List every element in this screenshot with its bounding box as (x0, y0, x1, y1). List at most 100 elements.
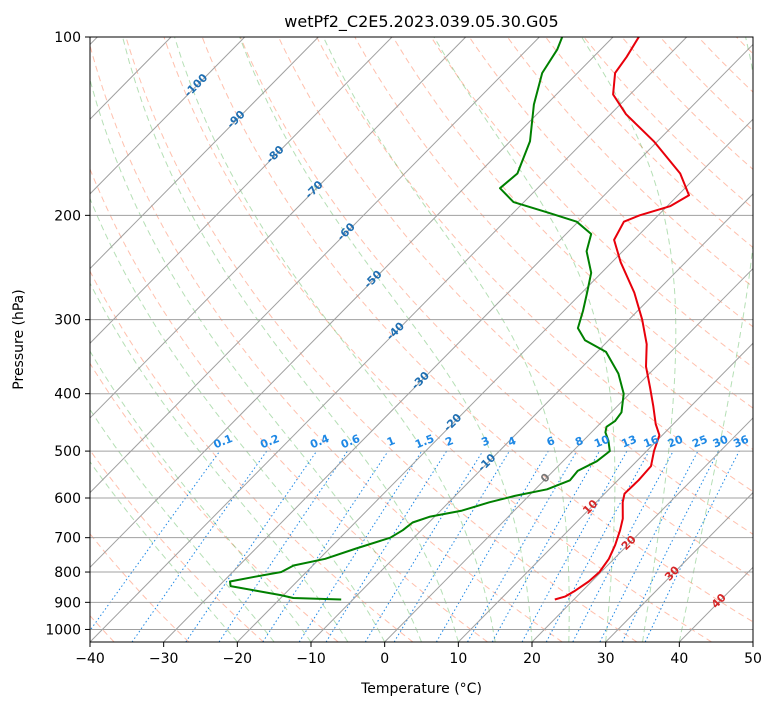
dry-adiabat-line (316, 37, 753, 493)
x-tick-label: −10 (296, 651, 326, 667)
y-tick-label: 500 (54, 444, 81, 460)
dry-adiabat-line (90, 533, 190, 642)
isotherm-line (90, 37, 540, 494)
mixing-ratio-label: 2 (443, 434, 455, 449)
dry-adiabat-line (163, 37, 712, 642)
dry-adiabat-line (90, 270, 414, 642)
isotherm-label: -10 (475, 451, 498, 474)
axis-layer: −40 −30 −20 −10 0 10 20 30 40 5010020030040050060… (45, 30, 762, 667)
isotherm-label: 0 (538, 471, 553, 486)
isotherm-label: -80 (263, 143, 286, 166)
mixing-ratio-line (262, 450, 389, 642)
mixing-ratio-label: 0.4 (308, 432, 331, 451)
line-label-layer: 0.1 0.2 0.4 0.6 1 1.5 2 3 4 6 8 10 13 16 20 25 30 36-100-… (182, 71, 751, 611)
mixing-ratio-label: 30 (711, 433, 730, 451)
isotherm-label: -100 (182, 71, 211, 100)
isotherm-label: -90 (224, 108, 247, 131)
mixing-ratio-label: 8 (573, 434, 585, 449)
mixing-ratio-label: 0.2 (258, 432, 281, 451)
isotherm-line (457, 342, 753, 642)
mixing-ratio-line (90, 450, 221, 632)
y-tick-label: 1000 (45, 622, 81, 638)
mixing-ratio-label: 13 (620, 433, 639, 451)
dry-adiabat-line (201, 37, 753, 623)
dry-adiabat-line (736, 37, 753, 55)
moist-adiabat-line (122, 37, 459, 642)
mixing-ratio-line (621, 450, 719, 642)
moist-adiabat-line (322, 37, 570, 642)
moist-adiabat-line (90, 197, 386, 642)
x-tick-label: −40 (75, 651, 105, 667)
temperature-profile-line (554, 37, 690, 601)
dry-adiabat-line (545, 37, 753, 249)
x-tick-label: 30 (597, 651, 615, 667)
x-tick-label: 0 (380, 651, 389, 667)
series-layer (229, 37, 690, 601)
mixing-ratio-line (364, 450, 484, 642)
mixing-ratio-line (644, 450, 740, 642)
x-axis-title: Temperature (°C) (360, 681, 482, 697)
mixing-ratio-label: 10 (592, 433, 611, 451)
mixing-ratio-line (218, 450, 348, 642)
x-tick-label: −30 (149, 651, 179, 667)
isotherm-label: 40 (709, 591, 729, 611)
mixing-ratio-label: 0.6 (339, 432, 362, 451)
y-tick-label: 300 (54, 313, 81, 329)
isotherm-line (531, 417, 753, 642)
dry-adiabat-line (659, 37, 753, 132)
mixing-ratio-line (545, 450, 650, 642)
isotherm-line (90, 37, 393, 344)
mixing-ratio-label: 6 (545, 434, 557, 449)
isotherm-line (90, 37, 467, 419)
dry-adiabat-line (239, 37, 753, 579)
mixing-ratio-label: 3 (479, 434, 491, 449)
dry-adiabat-line (583, 37, 753, 209)
isotherm-line (90, 37, 614, 569)
mixing-ratio-label: 20 (666, 433, 685, 451)
dry-adiabat-line (90, 449, 264, 642)
isotherm-label: -20 (441, 411, 464, 434)
isotherm-line (90, 37, 246, 195)
mixing-ratio-label: 0.1 (212, 432, 235, 451)
moist-adiabat-line (90, 460, 238, 642)
isotherm-label: 10 (580, 497, 600, 517)
mixing-ratio-line (298, 450, 423, 642)
mixing-ratio-label: 1.5 (413, 432, 436, 451)
isotherm-line (752, 641, 753, 642)
isotherm-line (236, 118, 753, 642)
isotherm-label: -30 (409, 369, 432, 392)
mixing-ratio-line (185, 450, 318, 642)
mixing-ratio-label: 36 (732, 433, 751, 451)
dry-adiabat-line (468, 37, 753, 328)
isotherm-line (605, 491, 753, 642)
x-tick-label: 10 (449, 651, 467, 667)
x-tick-label: 20 (523, 651, 541, 667)
y-tick-label: 700 (54, 531, 81, 547)
mixing-ratio-label: 1 (385, 434, 397, 449)
mixing-ratio-label: 16 (642, 433, 661, 451)
moist-adiabat-line (90, 77, 422, 642)
mixing-ratio-line (435, 450, 549, 642)
isotherm-line (310, 193, 753, 642)
dry-adiabat-line (125, 37, 638, 642)
isotherm-line (90, 37, 319, 270)
y-tick-label: 400 (54, 387, 81, 403)
dry-adiabat-line (278, 37, 753, 535)
isotherm-line (678, 566, 753, 642)
moist-adiabat-line (90, 282, 349, 642)
isotherm-line (90, 37, 688, 642)
mixing-ratio-line (393, 450, 510, 642)
isotherm-label: -60 (335, 220, 358, 243)
moist-adiabat-line (433, 37, 616, 642)
dry-adiabat-line (90, 167, 488, 642)
moist-adiabat-line (90, 408, 275, 642)
y-tick-label: 800 (54, 565, 81, 581)
isotherm-label: -70 (302, 178, 325, 201)
isotherm-line (163, 43, 753, 642)
y-tick-label: 600 (54, 491, 81, 507)
y-axis-title: Pressure (hPa) (11, 289, 27, 389)
isotherm-label: -40 (384, 319, 407, 342)
dry-adiabat-line (430, 37, 753, 368)
grid-layer (90, 37, 753, 642)
